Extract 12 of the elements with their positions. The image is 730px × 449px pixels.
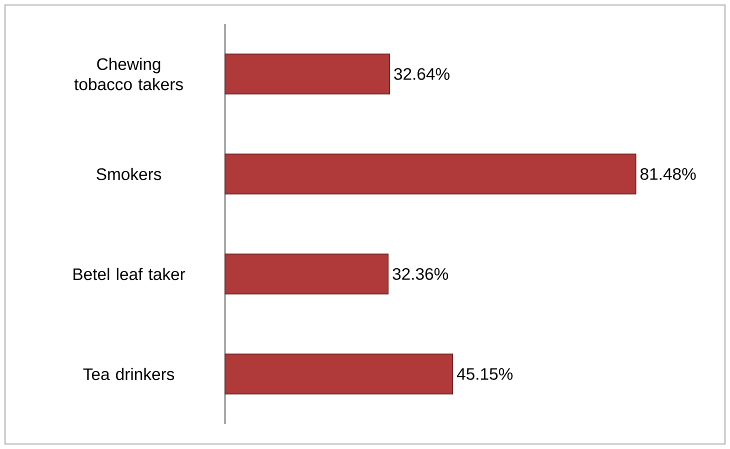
y-tick-label: Smokers — [96, 168, 162, 180]
data-label: 45.15% — [456, 368, 513, 380]
y-tick-label: Betel leaf taker — [74, 268, 186, 280]
data-label: 81.48% — [640, 168, 696, 180]
y-tick-label: Tea drinkers — [83, 368, 174, 380]
data-label: 32.36% — [392, 268, 448, 280]
y-tick-label: Chewing tobacco takers — [74, 58, 183, 90]
data-label: 32.64% — [394, 68, 450, 80]
bar — [224, 154, 636, 194]
bar — [224, 354, 454, 394]
bar — [224, 54, 390, 94]
bar — [224, 254, 389, 294]
